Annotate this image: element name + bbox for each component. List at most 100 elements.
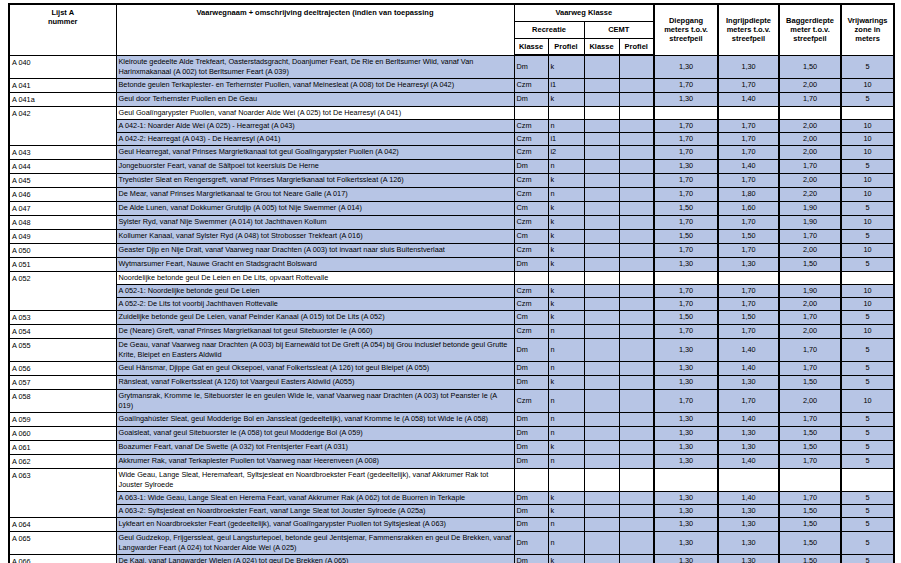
diepgang-cell: 1,50 xyxy=(654,310,718,324)
diepgang-cell: 1,30 xyxy=(654,361,718,375)
cemt-profiel-cell xyxy=(619,361,654,375)
row-number-cell: A 065 xyxy=(9,531,116,554)
waterway-description-cell: A 052-2: De Lits tot voorbij Jachthaven … xyxy=(116,297,514,310)
cemt-klasse-cell xyxy=(584,187,619,201)
vrijwaringszone-cell: 10 xyxy=(841,145,894,159)
vrijwaringszone-cell: 5 xyxy=(841,412,894,426)
baggerdiepte-cell: 1,50 xyxy=(779,426,841,440)
row-number-cell: A 051 xyxy=(9,257,116,271)
table-row: A 051Wytmarsumer Feart, Nauwe Gracht en … xyxy=(9,257,894,271)
row-number-cell: A 040 xyxy=(9,55,116,78)
table-row: A 059Goaiïngahúster Sleat, geul Modderig… xyxy=(9,412,894,426)
cemt-klasse-cell xyxy=(584,78,619,92)
recreatie-profiel-cell: n xyxy=(548,119,584,132)
recreatie-profiel-cell: n xyxy=(548,324,584,338)
waterway-description-cell: A 063-1: Wide Geau, Lange Sleat en Herem… xyxy=(116,491,514,504)
waterway-description-cell: Geul door Terhernster Puollen en De Geau xyxy=(116,92,514,106)
diepgang-cell: 1,70 xyxy=(654,324,718,338)
cemt-profiel-cell xyxy=(619,201,654,215)
recreatie-profiel-cell: k xyxy=(548,229,584,243)
ingrijpdiepte-cell: 1,70 xyxy=(718,145,779,159)
row-number-cell: A 057 xyxy=(9,375,116,389)
diepgang-cell: 1,50 xyxy=(654,229,718,243)
baggerdiepte-cell: 2,00 xyxy=(779,119,841,132)
row-number-cell: A 045 xyxy=(9,173,116,187)
vrijwaringszone-cell: 5 xyxy=(841,229,894,243)
recreatie-profiel-cell: k xyxy=(548,243,584,257)
recreatie-profiel-cell: k xyxy=(548,297,584,310)
recreatie-klasse-cell xyxy=(514,468,548,491)
cemt-profiel-cell xyxy=(619,310,654,324)
diepgang-cell: 1,30 xyxy=(654,55,718,78)
waterway-description-cell: Noordelijke betonde geul De Leien en De … xyxy=(116,271,514,284)
waterway-description-cell: Wide Geau, Lange Sleat, Heremafeart, Syl… xyxy=(116,468,514,491)
diepgang-cell: 1,70 xyxy=(654,215,718,229)
cemt-klasse-cell xyxy=(584,389,619,412)
row-number-cell: A 058 xyxy=(9,389,116,412)
cemt-profiel-cell xyxy=(619,389,654,412)
cemt-klasse-cell xyxy=(584,412,619,426)
cemt-profiel-cell xyxy=(619,271,654,284)
vrijwaringszone-cell: 10 xyxy=(841,297,894,310)
recreatie-klasse-cell: Dm xyxy=(514,159,548,173)
row-number-cell: A 042 xyxy=(9,106,116,145)
ingrijpdiepte-cell: 1,40 xyxy=(718,159,779,173)
recreatie-klasse-cell: Czm xyxy=(514,119,548,132)
table-row: A 056Geul Hânsmar, Djippe Gat en geul Ok… xyxy=(9,361,894,375)
cemt-profiel-cell xyxy=(619,229,654,243)
vrijwaringszone-cell: 10 xyxy=(841,119,894,132)
diepgang-cell: 1,70 xyxy=(654,145,718,159)
vrijwaringszone-cell: 5 xyxy=(841,338,894,361)
recreatie-klasse-cell: Dm xyxy=(514,491,548,504)
row-number-cell: A 054 xyxy=(9,324,116,338)
row-number-cell: A 066 xyxy=(9,554,116,563)
table-row: A 062Akkrumer Rak, vanaf Terkaplester Pu… xyxy=(9,454,894,468)
diepgang-cell: 1,30 xyxy=(654,504,718,517)
recreatie-klasse-cell: Dm xyxy=(514,554,548,563)
cemt-profiel-cell xyxy=(619,173,654,187)
recreatie-klasse-cell: Dm xyxy=(514,55,548,78)
baggerdiepte-cell: 2,00 xyxy=(779,389,841,412)
table-row: A 057Rânsleat, vanaf Folkertssleat (A 12… xyxy=(9,375,894,389)
header-vrijwaringszone: Vrijwarings zone in meters xyxy=(841,4,894,55)
baggerdiepte-cell: 1,70 xyxy=(779,92,841,106)
vrijwaringszone-cell: 5 xyxy=(841,55,894,78)
table-row: A 058Grytmansrak, Kromme Ie, Sitebuorste… xyxy=(9,389,894,412)
recreatie-profiel-cell xyxy=(548,106,584,119)
waterway-description-cell: Jongebuorster Feart, vanaf de Sâltpoel t… xyxy=(116,159,514,173)
waterway-description-cell: De Mear, vanaf Prinses Margrietkanaal te… xyxy=(116,187,514,201)
diepgang-cell: 1,30 xyxy=(654,338,718,361)
recreatie-profiel-cell: n xyxy=(548,531,584,554)
baggerdiepte-cell: 2,00 xyxy=(779,132,841,145)
cemt-profiel-cell xyxy=(619,468,654,491)
cemt-profiel-cell xyxy=(619,78,654,92)
baggerdiepte-cell: 1,50 xyxy=(779,375,841,389)
diepgang-cell: 1,70 xyxy=(654,78,718,92)
table-row: A 050Geaster Djip en Nije Drait, vanaf V… xyxy=(9,243,894,257)
recreatie-klasse-cell: Cm xyxy=(514,310,548,324)
recreatie-profiel-cell: k xyxy=(548,375,584,389)
header-baggerdiepte: Baggerdiepte meter t.o.v. streefpeil xyxy=(779,4,841,55)
row-number-cell: A 052 xyxy=(9,271,116,310)
row-number-cell: A 060 xyxy=(9,426,116,440)
cemt-profiel-cell xyxy=(619,55,654,78)
baggerdiepte-cell: 1,90 xyxy=(779,284,841,297)
vrijwaringszone-cell: 5 xyxy=(841,257,894,271)
recreatie-profiel-cell: k xyxy=(548,504,584,517)
ingrijpdiepte-cell: 1,50 xyxy=(718,310,779,324)
ingrijpdiepte-cell xyxy=(718,271,779,284)
cemt-klasse-cell xyxy=(584,243,619,257)
vrijwaringszone-cell: 10 xyxy=(841,187,894,201)
waterway-description-cell: Geul Hânsmar, Djippe Gat en geul Oksepoe… xyxy=(116,361,514,375)
waterway-description-cell: De (Neare) Greft, vanaf Prinses Margriet… xyxy=(116,324,514,338)
recreatie-profiel-cell: n xyxy=(548,389,584,412)
table-header: Lijst A nummer Vaarwegnaam + omschrijvin… xyxy=(9,4,894,55)
row-number-cell: A 062 xyxy=(9,454,116,468)
recreatie-klasse-cell xyxy=(514,106,548,119)
cemt-profiel-cell xyxy=(619,440,654,454)
recreatie-klasse-cell: Dm xyxy=(514,426,548,440)
recreatie-profiel-cell: n xyxy=(548,517,584,531)
recreatie-profiel-cell: k xyxy=(548,257,584,271)
waterway-description-cell: Geul Gudzekop, Frijgerssleat, geul Langs… xyxy=(116,531,514,554)
cemt-klasse-cell xyxy=(584,159,619,173)
